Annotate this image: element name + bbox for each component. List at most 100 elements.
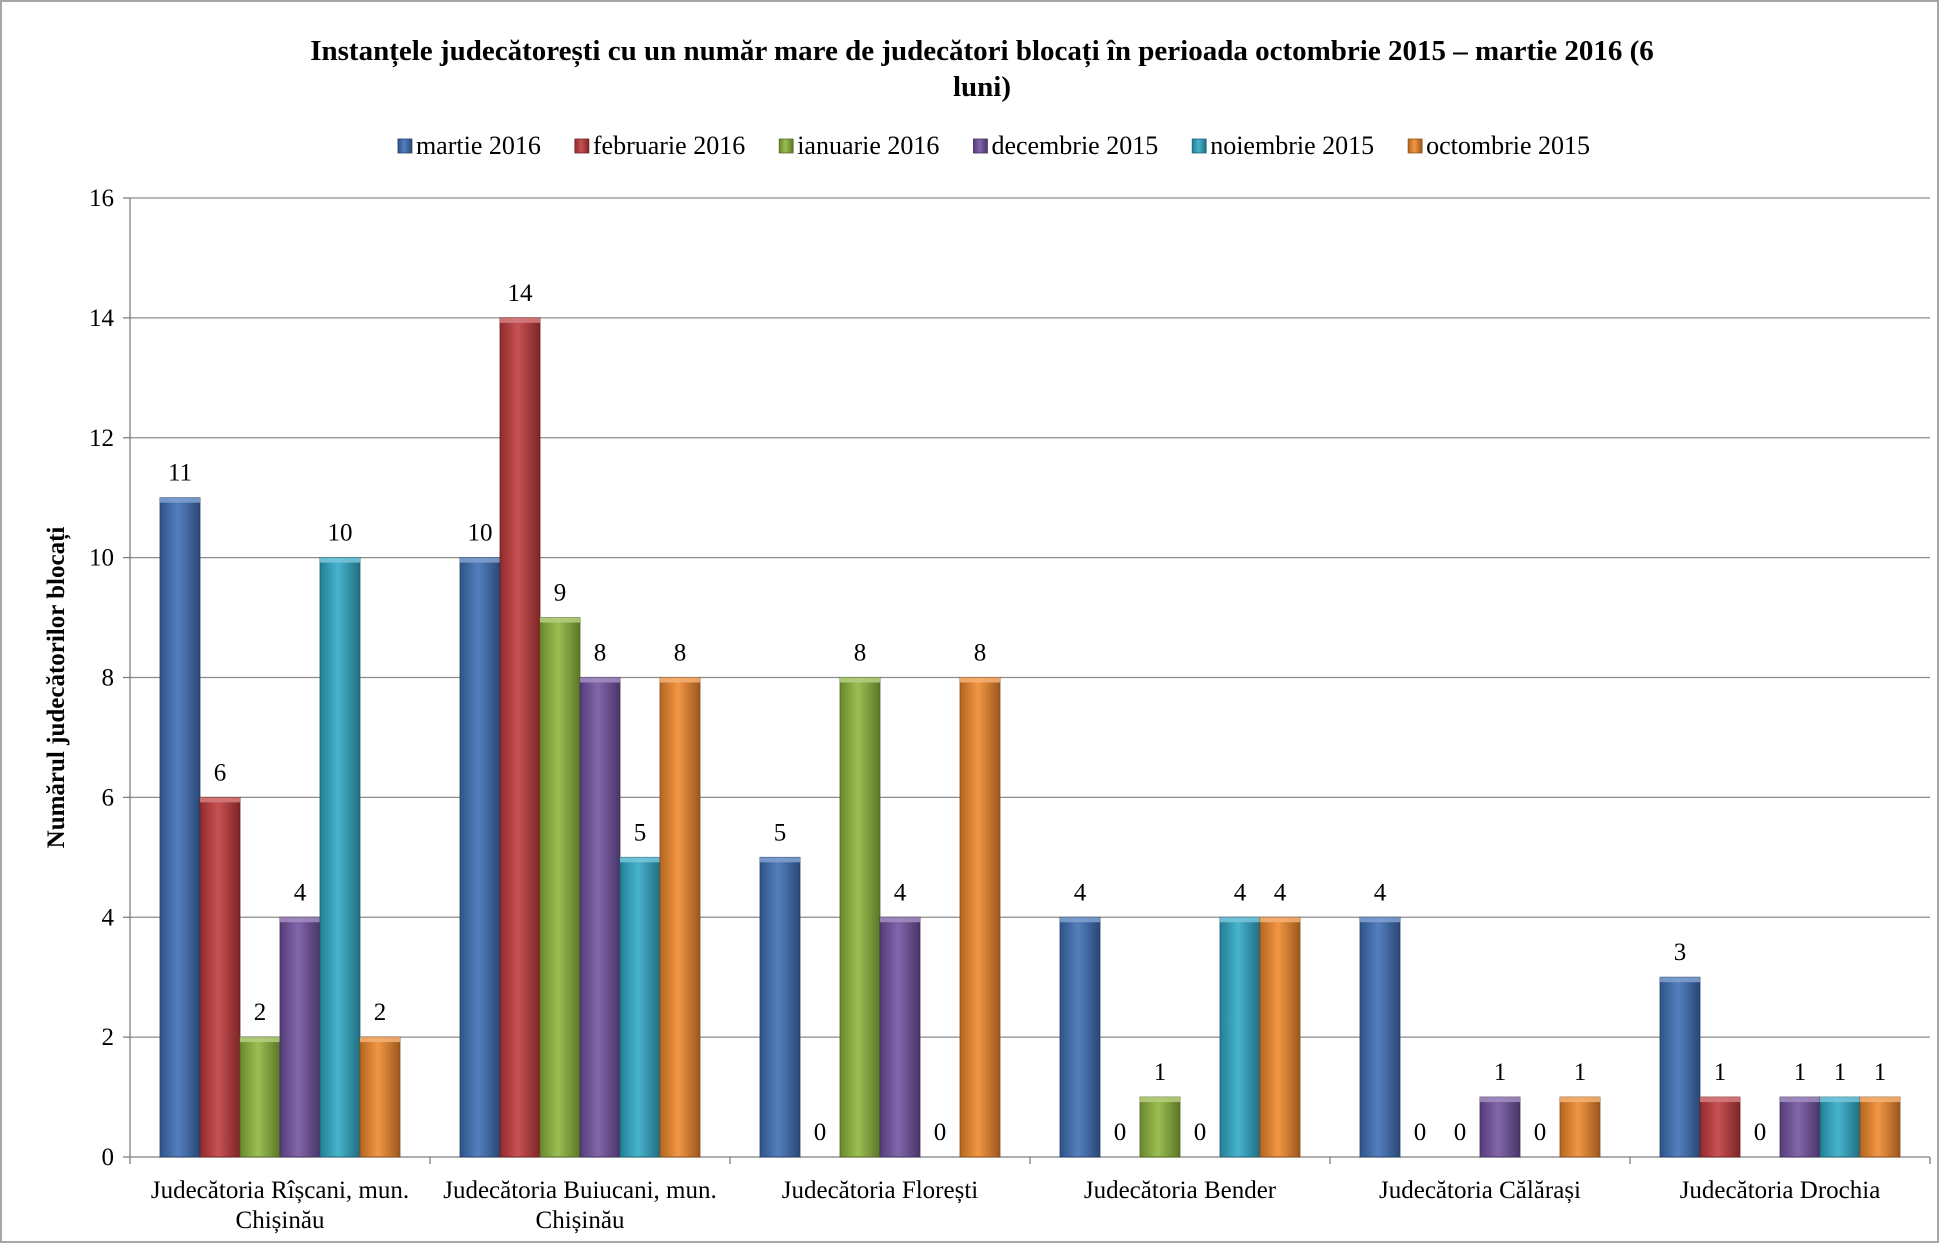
bar-highlight [1560,1097,1600,1103]
x-category-label: Judecătoria Călărași [1379,1177,1581,1204]
bar [1259,916,1301,1158]
bar-highlight [1060,917,1100,923]
y-tick-label: 6 [102,784,115,811]
data-label: 4 [1274,879,1287,906]
data-label: 0 [1194,1119,1207,1146]
data-label: 11 [168,460,192,487]
bar [279,916,321,1158]
bars [159,317,1901,1158]
bar-highlight [1220,917,1260,923]
data-label: 5 [774,819,787,846]
x-category-label: Chișinău [236,1207,325,1234]
bar [879,916,921,1158]
y-tick-label: 10 [89,545,114,572]
bar [1219,916,1261,1158]
bar [1699,1096,1741,1158]
y-tick-label: 8 [102,665,115,692]
data-label: 0 [934,1119,947,1146]
legend-item: noiembrie 2015 [1191,131,1374,160]
legend-label: noiembrie 2015 [1210,131,1374,160]
bar [359,1036,401,1158]
legend-swatch [574,138,590,154]
bar [459,557,501,1158]
y-tick-label: 0 [102,1144,115,1171]
chart-title-line: luni) [953,71,1011,103]
bar [1139,1096,1181,1158]
bar-highlight [1700,1097,1740,1103]
bar [1859,1096,1901,1158]
bar-highlight [540,617,580,623]
y-tick-label: 12 [89,425,114,452]
bar [579,677,621,1158]
data-label: 1 [1714,1059,1727,1086]
bar [1819,1096,1861,1158]
bar [1479,1096,1521,1158]
bar [199,796,241,1158]
grid [130,197,1930,1158]
bar-highlight [360,1037,400,1043]
bar [839,677,881,1158]
bar-highlight [500,317,540,323]
data-label: 14 [508,280,534,307]
data-label: 0 [1454,1119,1467,1146]
bar-highlight [1360,917,1400,923]
bar-highlight [880,917,920,923]
bar-highlight [840,677,880,683]
data-label: 0 [1754,1119,1767,1146]
data-label: 8 [854,640,867,667]
bar [499,317,541,1158]
data-label: 0 [1114,1119,1127,1146]
bar-highlight [760,857,800,863]
legend: martie 2016 februarie 2016 ianuarie 2016 de… [397,131,1590,160]
data-label: 1 [1154,1059,1167,1086]
bar-highlight [1860,1097,1900,1103]
data-label: 0 [1534,1119,1547,1146]
bar [619,856,661,1158]
data-label: 6 [214,759,227,786]
category-labels: Judecătoria Rîșcani, mun. Chișinău Judecăt… [151,1177,1880,1234]
data-label: 2 [254,999,267,1026]
bar [1779,1096,1821,1158]
legend-swatch [973,138,988,154]
data-label: 3 [1674,939,1687,966]
bar [1359,916,1401,1158]
data-label: 10 [468,520,493,547]
bar [159,497,201,1158]
data-label: 4 [294,879,307,906]
chart-title: Instanțele judecătorești cu un număr mar… [310,35,1654,103]
bar [1559,1096,1601,1158]
legend-item: octombrie 2015 [1407,131,1590,160]
bar-highlight [660,677,700,683]
y-tick-label: 4 [102,904,115,931]
legend-label: decembrie 2015 [991,131,1158,160]
chart-title-line: Instanțele judecătorești cu un număr mar… [310,35,1654,68]
bar [539,617,581,1158]
legend-item: ianuarie 2016 [778,131,939,160]
legend-swatch [778,138,794,154]
bar-highlight [1140,1097,1180,1103]
bar-highlight [160,497,200,503]
legend-item: martie 2016 [397,131,541,160]
bar [239,1036,281,1158]
data-label: 0 [814,1119,827,1146]
legend-label: februarie 2016 [593,131,745,160]
data-label: 8 [974,640,987,667]
data-label: 1 [1494,1059,1507,1086]
bar-highlight [1820,1097,1860,1103]
data-label: 0 [1414,1119,1427,1146]
data-label: 4 [894,879,907,906]
data-label: 8 [674,640,687,667]
y-tick-label: 14 [89,305,115,332]
data-label: 4 [1234,879,1247,906]
bar-highlight [580,677,620,683]
bar-highlight [240,1037,280,1043]
data-label: 1 [1834,1059,1847,1086]
x-category-label: Judecătoria Drochia [1680,1177,1881,1204]
bar [319,557,361,1158]
bar-highlight [620,857,660,863]
legend-label: martie 2016 [416,131,541,160]
bar-highlight [1480,1097,1520,1103]
legend-swatch [1407,138,1423,154]
bar-highlight [1260,917,1300,923]
